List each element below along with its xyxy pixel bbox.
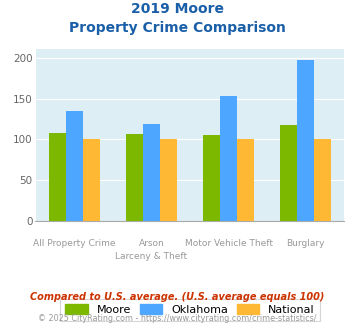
Bar (237, 139, 254, 221)
Bar (83, 139, 100, 221)
Text: 2019 Moore: 2019 Moore (131, 2, 224, 16)
Text: All Property Crime: All Property Crime (33, 239, 115, 248)
Text: © 2025 CityRating.com - https://www.cityrating.com/crime-statistics/: © 2025 CityRating.com - https://www.city… (38, 314, 317, 323)
Bar (126, 134, 143, 221)
Bar (314, 139, 331, 221)
Bar (203, 135, 220, 221)
Text: Compared to U.S. average. (U.S. average equals 100): Compared to U.S. average. (U.S. average … (30, 292, 325, 302)
Bar (66, 111, 83, 221)
Bar (280, 125, 297, 221)
Text: Burglary: Burglary (286, 239, 325, 248)
Bar (143, 124, 160, 221)
Bar (160, 139, 177, 221)
Bar (49, 133, 66, 221)
Text: Larceny & Theft: Larceny & Theft (115, 252, 187, 261)
Bar (220, 96, 237, 221)
Text: Motor Vehicle Theft: Motor Vehicle Theft (185, 239, 273, 248)
Bar (297, 60, 314, 221)
Text: Property Crime Comparison: Property Crime Comparison (69, 21, 286, 35)
Legend: Moore, Oklahoma, National: Moore, Oklahoma, National (60, 299, 320, 321)
Text: Arson: Arson (138, 239, 164, 248)
